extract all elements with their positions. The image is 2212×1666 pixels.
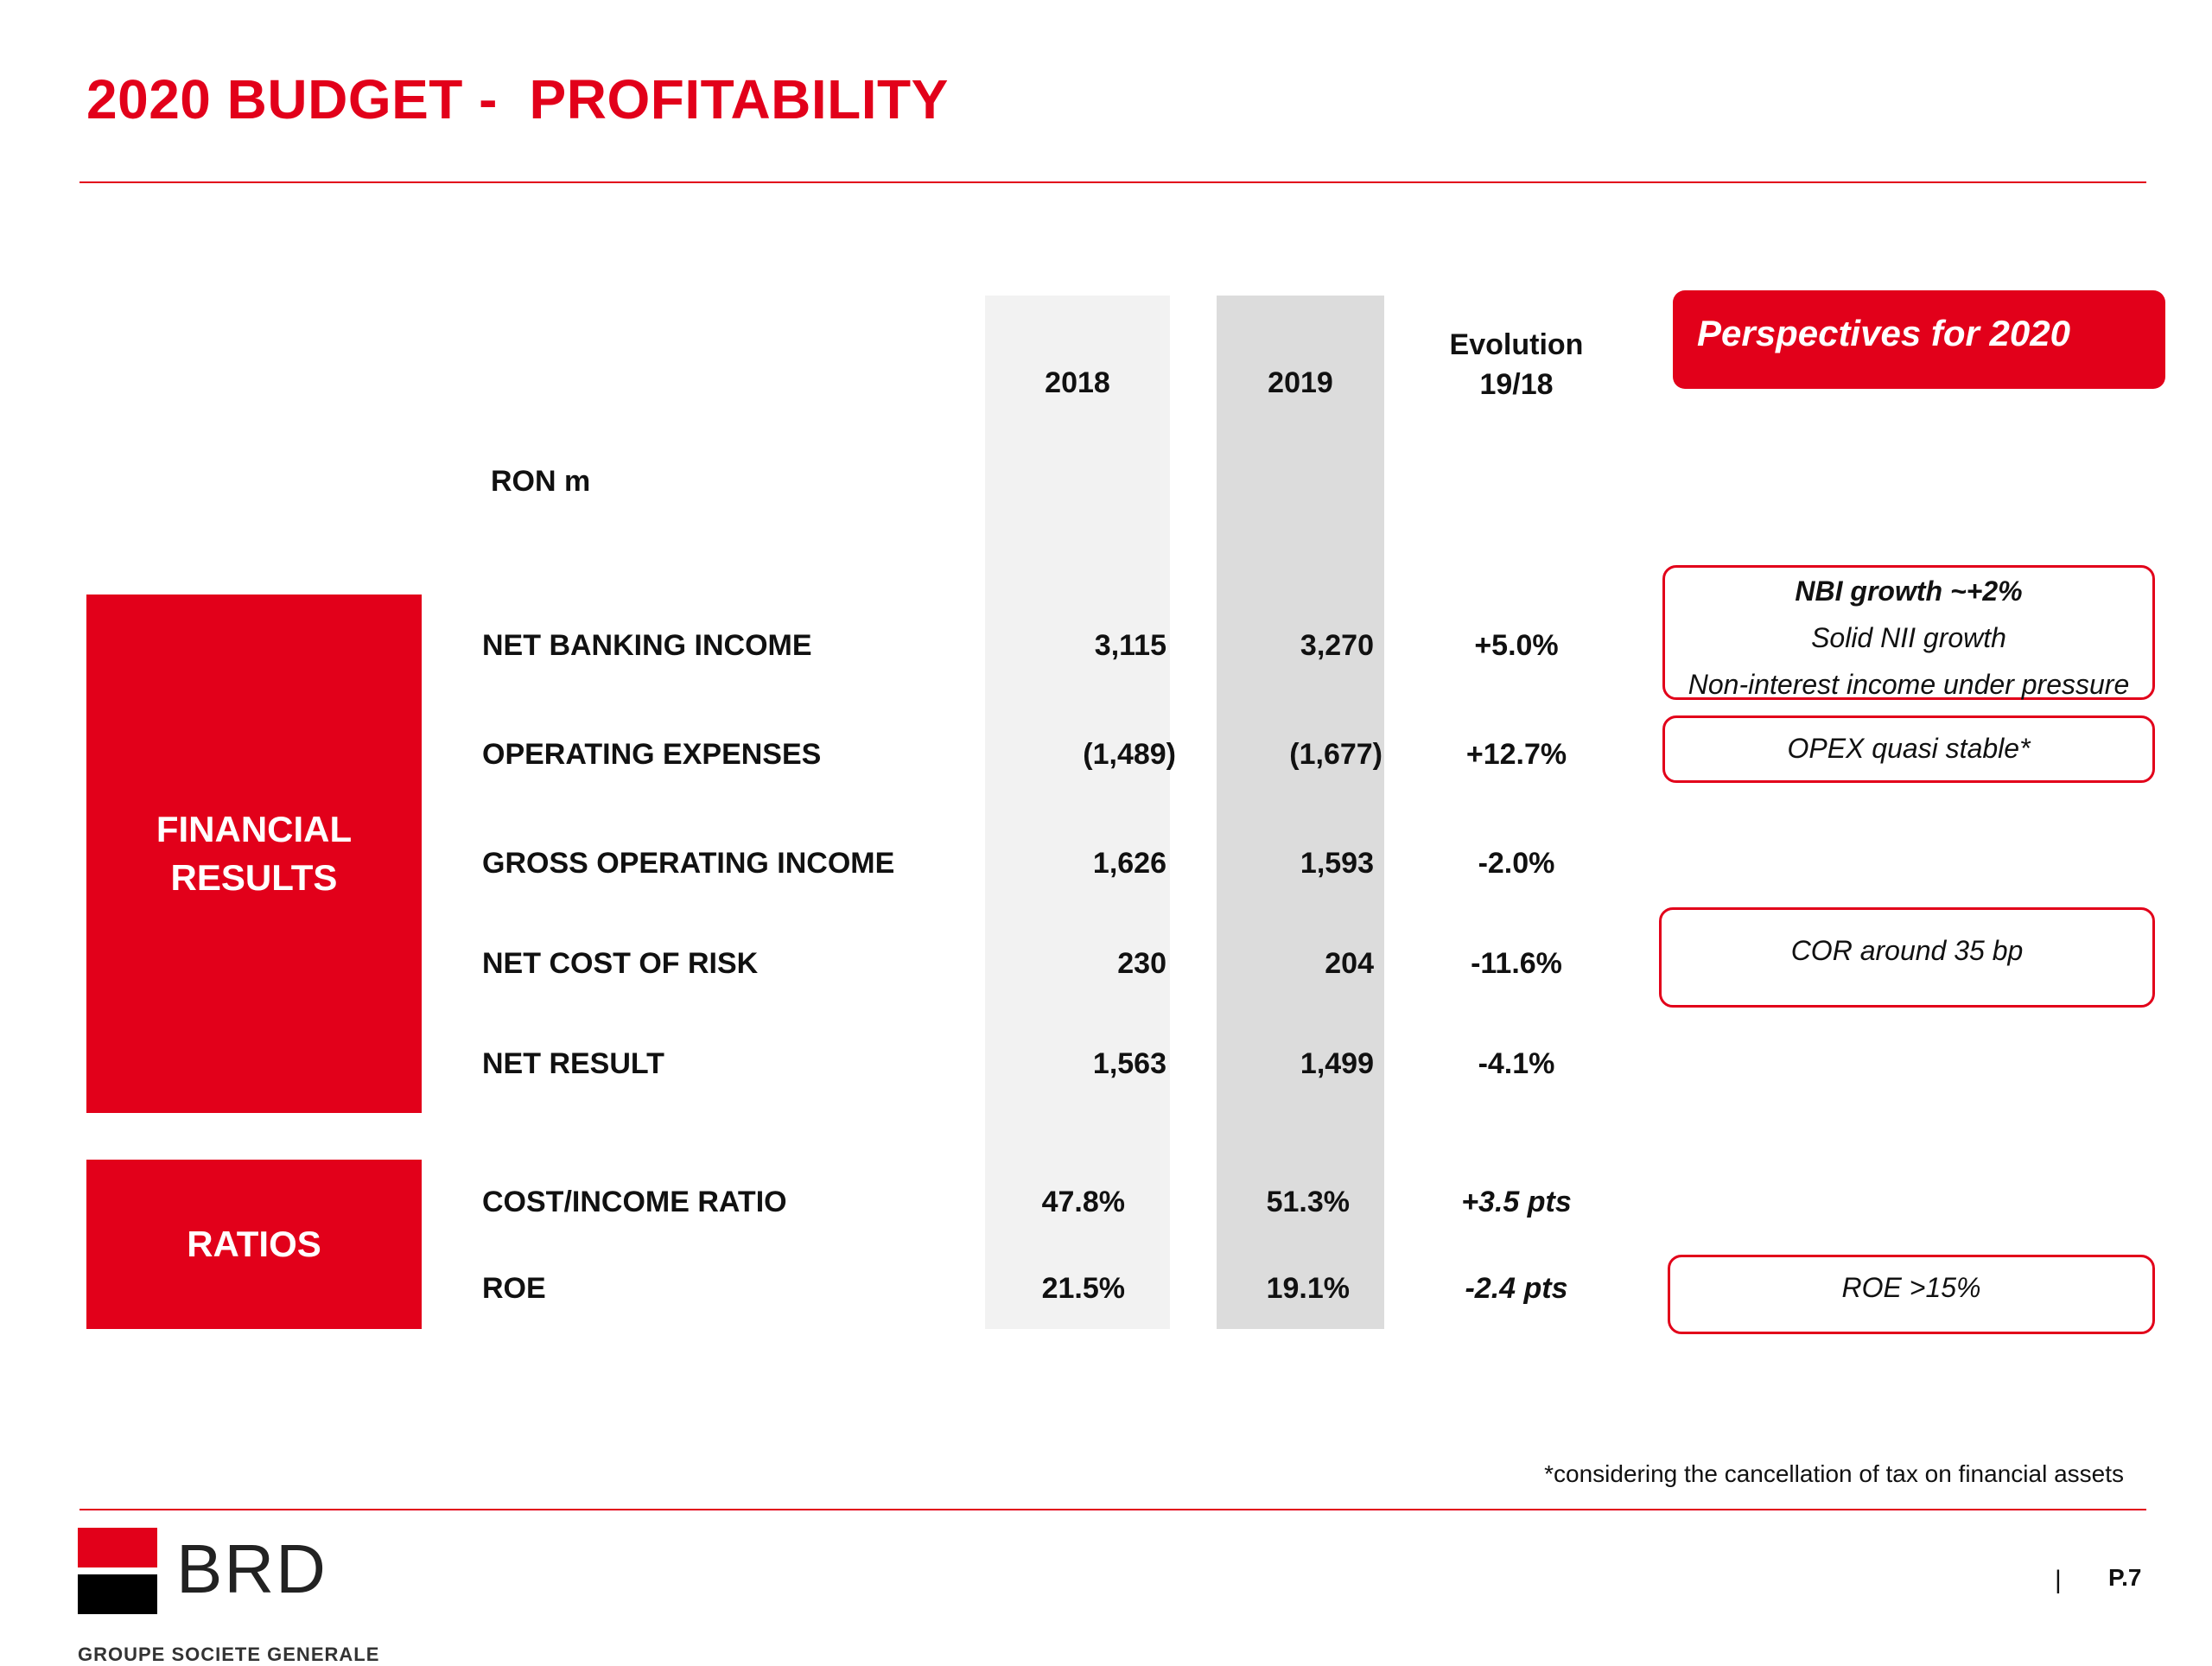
cell-2018-operating-expenses: (1,489) xyxy=(1083,738,1176,771)
column-2019-background xyxy=(1217,296,1384,1329)
header-2019: 2019 xyxy=(1268,366,1333,399)
note-nbi-line1: NBI growth ~+2% xyxy=(1795,575,2023,607)
cell-evolution-net-result: -4.1% xyxy=(1478,1047,1555,1080)
financial-results-block: FINANCIAL RESULTS xyxy=(86,595,422,1113)
row-label-cost-income-ratio: COST/INCOME RATIO xyxy=(482,1186,787,1218)
cell-evolution-roe: -2.4 pts xyxy=(1465,1272,1568,1305)
note-roe: ROE >15% xyxy=(1668,1255,2155,1334)
cell-evolution-gross-operating-income: -2.0% xyxy=(1478,847,1555,880)
top-divider xyxy=(79,181,2146,183)
note-cor: COR around 35 bp xyxy=(1659,907,2155,1008)
cell-2019-operating-expenses: (1,677) xyxy=(1289,738,1382,771)
cell-2019-net-cost-of-risk: 204 xyxy=(1325,947,1374,980)
header-2018: 2018 xyxy=(1045,366,1110,399)
cell-evolution-net-cost-of-risk: -11.6% xyxy=(1471,947,1562,980)
note-cor-text: COR around 35 bp xyxy=(1790,935,2024,966)
cell-2018-net-cost-of-risk: 230 xyxy=(1117,947,1166,980)
ratios-block: RATIOS xyxy=(86,1160,422,1329)
cell-2019-net-result: 1,499 xyxy=(1300,1047,1374,1080)
cell-2018-roe: 21.5% xyxy=(1041,1272,1125,1305)
cell-2018-net-result: 1,563 xyxy=(1092,1047,1166,1080)
unit-label: RON m xyxy=(491,465,591,498)
row-label-net-result: NET RESULT xyxy=(482,1047,664,1080)
note-nbi-line3: Non-interest income under pressure xyxy=(1688,669,2130,700)
page-title: 2020 BUDGET - PROFITABILITY xyxy=(86,68,949,130)
note-nbi-line2: Solid NII growth xyxy=(1811,622,2006,653)
cell-evolution-cost-income-ratio: +3.5 pts xyxy=(1461,1186,1572,1218)
note-opex-text: OPEX quasi stable* xyxy=(1787,733,2031,764)
row-label-net-cost-of-risk: NET COST OF RISK xyxy=(482,947,759,980)
cell-evolution-net-banking-income: +5.0% xyxy=(1474,629,1559,662)
cell-2019-net-banking-income: 3,270 xyxy=(1300,629,1374,662)
row-label-gross-operating-income: GROSS OPERATING INCOME xyxy=(482,847,895,880)
logo-text: BRD xyxy=(176,1530,327,1607)
financial-results-line1: FINANCIAL xyxy=(156,809,353,849)
cell-2019-cost-income-ratio: 51.3% xyxy=(1266,1186,1350,1218)
page-number: P.7 xyxy=(2108,1564,2142,1591)
cell-2018-cost-income-ratio: 47.8% xyxy=(1041,1186,1125,1218)
logo-subtitle: GROUPE SOCIETE GENERALE xyxy=(78,1644,380,1665)
row-label-operating-expenses: OPERATING EXPENSES xyxy=(482,738,822,771)
logo-square-bar xyxy=(78,1567,157,1574)
cell-2018-net-banking-income: 3,115 xyxy=(1094,629,1166,662)
note-nbi-growth: NBI growth ~+2% Solid NII growth Non-int… xyxy=(1662,565,2155,700)
row-label-net-banking-income: NET BANKING INCOME xyxy=(482,629,812,662)
note-roe-text: ROE >15% xyxy=(1841,1272,1981,1303)
cell-2018-gross-operating-income: 1,626 xyxy=(1092,847,1166,880)
column-2018-background xyxy=(985,296,1170,1329)
cell-evolution-operating-expenses: +12.7% xyxy=(1465,738,1567,771)
bottom-divider xyxy=(79,1509,2146,1510)
page-separator: | xyxy=(2055,1566,2062,1594)
financial-results-line2: RESULTS xyxy=(170,857,338,898)
footnote: *considering the cancellation of tax on … xyxy=(1544,1460,2124,1487)
row-label-roe: ROE xyxy=(482,1272,546,1305)
note-opex: OPEX quasi stable* xyxy=(1662,715,2155,783)
perspectives-header: Perspectives for 2020 xyxy=(1673,290,2165,389)
logo-square-red xyxy=(78,1528,157,1567)
header-evolution-line1: Evolution xyxy=(1449,328,1584,361)
logo-square-black xyxy=(78,1574,157,1614)
cell-2019-roe: 19.1% xyxy=(1266,1272,1350,1305)
header-evolution: Evolution 19/18 xyxy=(1408,325,1624,404)
header-evolution-line2: 19/18 xyxy=(1479,368,1554,401)
cell-2019-gross-operating-income: 1,593 xyxy=(1300,847,1374,880)
